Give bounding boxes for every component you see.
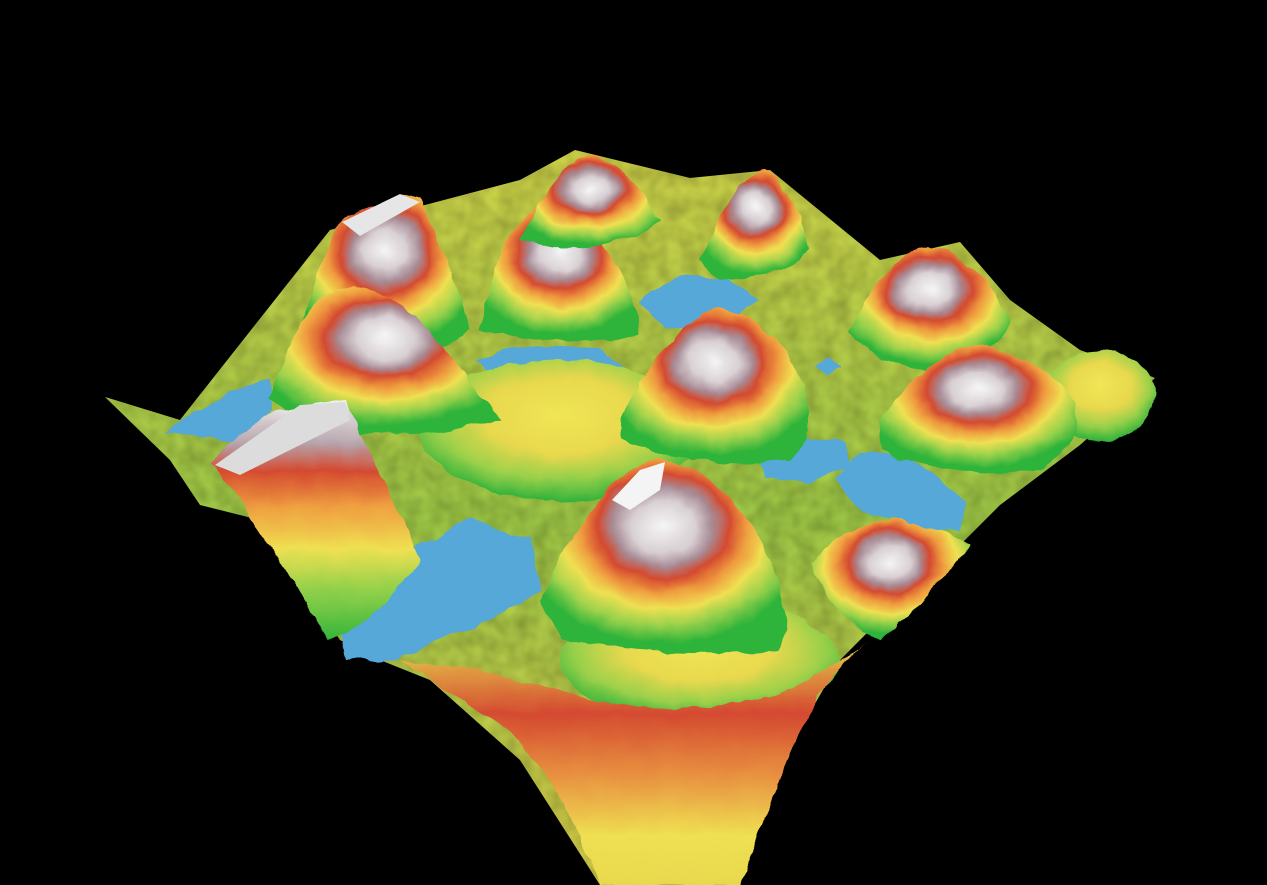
lake-left bbox=[165, 380, 275, 440]
hill-center bbox=[420, 360, 700, 500]
snow-plateau-back bbox=[342, 194, 420, 236]
front-cliff bbox=[400, 640, 870, 885]
lake-right-b bbox=[835, 452, 965, 530]
peak-right-ridge bbox=[880, 345, 1077, 473]
lake-front bbox=[340, 520, 540, 660]
peak-center bbox=[620, 308, 808, 463]
cliff-face bbox=[400, 640, 870, 885]
peak-left bbox=[270, 286, 500, 434]
peak-right bbox=[850, 245, 1010, 370]
snow-caps bbox=[215, 194, 665, 510]
lake-small-right bbox=[815, 356, 842, 376]
snow-plateau-front bbox=[215, 402, 350, 475]
peak-front-right bbox=[810, 520, 970, 640]
peak-top-right bbox=[700, 168, 810, 280]
snow-cap-front bbox=[612, 462, 665, 510]
peak-back-center bbox=[480, 204, 640, 342]
peak-front-center bbox=[540, 458, 787, 654]
peak-top bbox=[520, 155, 660, 250]
